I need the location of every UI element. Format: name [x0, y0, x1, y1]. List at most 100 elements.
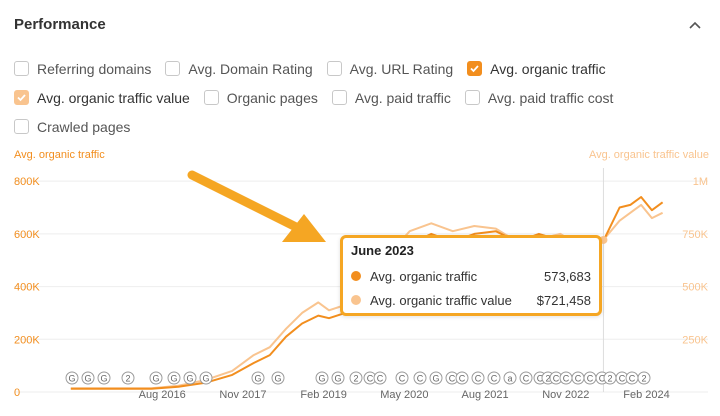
option-avg-url-rating[interactable]: Avg. URL Rating: [326, 60, 454, 77]
annotation-marker[interactable]: C: [571, 371, 585, 385]
svg-text:2: 2: [353, 374, 358, 384]
x-tick-label: Aug 2021: [462, 389, 509, 401]
annotation-marker[interactable]: G: [167, 371, 181, 385]
svg-text:G: G: [152, 374, 159, 384]
annotation-marker[interactable]: G: [331, 371, 345, 385]
option-label: Avg. URL Rating: [349, 60, 454, 77]
svg-text:C: C: [449, 374, 456, 384]
annotation-marker[interactable]: C: [455, 371, 469, 385]
svg-text:2: 2: [607, 374, 612, 384]
svg-text:G: G: [170, 374, 177, 384]
checkbox-icon[interactable]: [14, 61, 29, 76]
left-tick-label: 600K: [14, 229, 40, 241]
svg-text:G: G: [100, 374, 107, 384]
option-label: Avg. paid traffic: [354, 89, 451, 106]
traffic-value-series-dot: [351, 295, 361, 305]
svg-text:G: G: [432, 374, 439, 384]
svg-text:C: C: [377, 374, 384, 384]
tooltip-title: June 2023: [351, 243, 414, 258]
metric-options: Referring domains Avg. Domain Rating Avg. …: [14, 54, 714, 141]
option-avg-organic-traffic[interactable]: Avg. organic traffic: [467, 60, 606, 77]
checkbox-icon[interactable]: [165, 61, 181, 76]
left-tick-label: 200K: [14, 334, 40, 346]
svg-text:G: G: [274, 374, 281, 384]
tooltip-label: Avg. organic traffic: [370, 268, 478, 284]
option-avg-organic-traffic-value[interactable]: Avg. organic traffic value: [14, 90, 190, 106]
annotation-marker[interactable]: 2: [637, 371, 651, 385]
left-tick-label: 400K: [14, 282, 40, 294]
traffic-series-dot: [351, 271, 361, 281]
option-label: Avg. paid traffic cost: [487, 89, 614, 106]
svg-text:C: C: [575, 374, 582, 384]
annotation-marker[interactable]: G: [251, 371, 265, 385]
option-label: Avg. organic traffic value: [37, 89, 190, 106]
svg-text:C: C: [619, 374, 626, 384]
svg-text:G: G: [84, 374, 91, 384]
svg-text:G: G: [318, 374, 325, 384]
annotation-marker[interactable]: 2: [349, 371, 363, 385]
options-row: Crawled pages: [14, 112, 714, 141]
annotation-marker[interactable]: a: [503, 371, 517, 385]
checkbox-icon[interactable]: [14, 119, 29, 134]
option-avg-paid-traffic-cost[interactable]: Avg. paid traffic cost: [464, 89, 614, 106]
svg-text:G: G: [202, 374, 209, 384]
checkbox-icon[interactable]: [326, 61, 342, 76]
x-tick-label: Feb 2019: [300, 389, 346, 401]
chart-tooltip: June 2023 Avg. organic traffic 573,683 A…: [340, 235, 602, 316]
svg-text:C: C: [475, 374, 482, 384]
annotation-marker[interactable]: C: [395, 371, 409, 385]
annotation-marker[interactable]: G: [429, 371, 443, 385]
annotation-marker[interactable]: 2: [603, 371, 617, 385]
checkbox-icon[interactable]: [464, 90, 480, 105]
option-referring-domains[interactable]: Referring domains: [14, 61, 151, 77]
performance-chart[interactable]: 0 200K 400K 600K 800K 250K 500K 750K 1M Aug 2016 N…: [0, 160, 720, 416]
option-organic-pages[interactable]: Organic pages: [203, 90, 318, 106]
svg-text:C: C: [367, 374, 374, 384]
svg-text:C: C: [399, 374, 406, 384]
option-crawled-pages[interactable]: Crawled pages: [14, 119, 130, 135]
option-avg-paid-traffic[interactable]: Avg. paid traffic: [331, 89, 451, 106]
annotation-marker[interactable]: G: [315, 371, 329, 385]
svg-text:G: G: [186, 374, 193, 384]
tooltip-value: $721,458: [536, 292, 591, 308]
annotation-marker[interactable]: C: [471, 371, 485, 385]
right-tick-label: 750K: [682, 229, 708, 241]
option-avg-domain-rating[interactable]: Avg. Domain Rating: [165, 61, 313, 77]
annotation-marker[interactable]: C: [413, 371, 427, 385]
pointer-arrow-icon: [187, 170, 326, 242]
svg-text:C: C: [523, 374, 530, 384]
annotation-marker[interactable]: C: [519, 371, 533, 385]
annotation-marker[interactable]: G: [183, 371, 197, 385]
right-tick-label: 500K: [682, 282, 708, 294]
annotation-marker[interactable]: G: [81, 371, 95, 385]
x-tick-label: May 2020: [380, 389, 428, 401]
checkbox-checked-icon[interactable]: [467, 61, 483, 76]
option-label: Crawled pages: [37, 118, 131, 135]
options-row: Avg. organic traffic value Organic pages A…: [14, 83, 714, 112]
annotation-marker[interactable]: C: [625, 371, 639, 385]
option-label: Referring domains: [37, 60, 152, 77]
annotation-marker[interactable]: C: [487, 371, 501, 385]
annotation-marker[interactable]: 2: [121, 371, 135, 385]
right-axis-title: Avg. organic traffic value: [588, 149, 709, 161]
option-label: Avg. organic traffic: [490, 60, 606, 77]
annotation-marker[interactable]: G: [65, 371, 79, 385]
annotation-marker[interactable]: G: [149, 371, 163, 385]
svg-text:C: C: [553, 374, 560, 384]
annotation-marker[interactable]: G: [199, 371, 213, 385]
annotation-marker[interactable]: C: [373, 371, 387, 385]
annotation-marker[interactable]: C: [549, 371, 563, 385]
annotation-marker[interactable]: C: [583, 371, 597, 385]
svg-text:C: C: [417, 374, 424, 384]
chevron-up-icon[interactable]: [688, 18, 702, 32]
x-tick-label: Aug 2016: [139, 389, 186, 401]
annotation-marker[interactable]: G: [271, 371, 285, 385]
checkbox-icon[interactable]: [331, 90, 347, 105]
annotation-marker[interactable]: C: [559, 371, 573, 385]
tooltip-row-traffic: Avg. organic traffic 573,683: [351, 264, 591, 288]
checkbox-icon[interactable]: [203, 90, 219, 105]
svg-text:C: C: [459, 374, 466, 384]
annotation-marker[interactable]: G: [97, 371, 111, 385]
svg-text:C: C: [599, 374, 606, 384]
checkbox-checked-icon[interactable]: [14, 90, 29, 105]
